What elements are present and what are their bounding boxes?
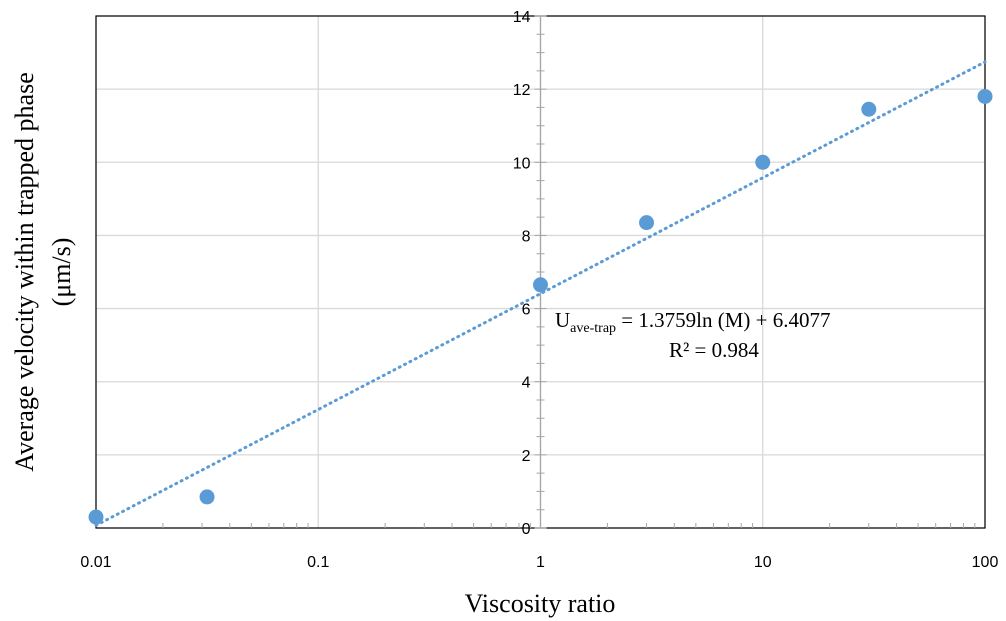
y-axis [162,15,976,529]
y-tick-label: 8 [522,228,531,245]
y-tick-label: 0 [522,521,531,538]
y-axis-title-line1: Average velocity within trapped phase [10,72,39,471]
data-point [199,489,215,505]
equation-subscript: ave-trap [570,321,616,336]
y-axis-title-line2: (μm/s) [47,238,76,307]
r-squared-label: R² = 0.984 [669,338,759,362]
data-point [755,154,771,170]
data-point [533,277,548,293]
y-tick-label: 2 [522,448,531,465]
y-tick-label: 4 [522,375,531,392]
x-tick-label: 1 [536,554,545,571]
data-point [977,88,993,104]
x-tick-label: 0.01 [80,554,111,571]
y-tick-labels: 0 2 4 6 8 10 12 14 [513,9,531,538]
data-point [639,215,655,231]
data-points [88,88,993,525]
x-tick-label: 10 [754,554,772,571]
x-tick-label: 100 [972,554,999,571]
data-point [88,509,104,525]
y-tick-label: 10 [513,155,531,172]
trendline-equation: Uave-trap = 1.3759ln (M) + 6.4077 [555,308,830,336]
equation-symbol: U [555,308,570,332]
y-tick-label: 12 [513,82,531,99]
x-tick-label: 0.1 [307,554,329,571]
data-point [861,101,877,117]
x-axis-title: Viscosity ratio [465,589,616,618]
equation-rest: = 1.3759ln (M) + 6.4077 [616,308,830,332]
x-tick-labels: 0.01 0.1 1 10 100 [80,554,998,571]
trendline [94,60,987,527]
y-tick-label: 6 [522,302,531,319]
y-tick-label: 14 [513,9,531,26]
